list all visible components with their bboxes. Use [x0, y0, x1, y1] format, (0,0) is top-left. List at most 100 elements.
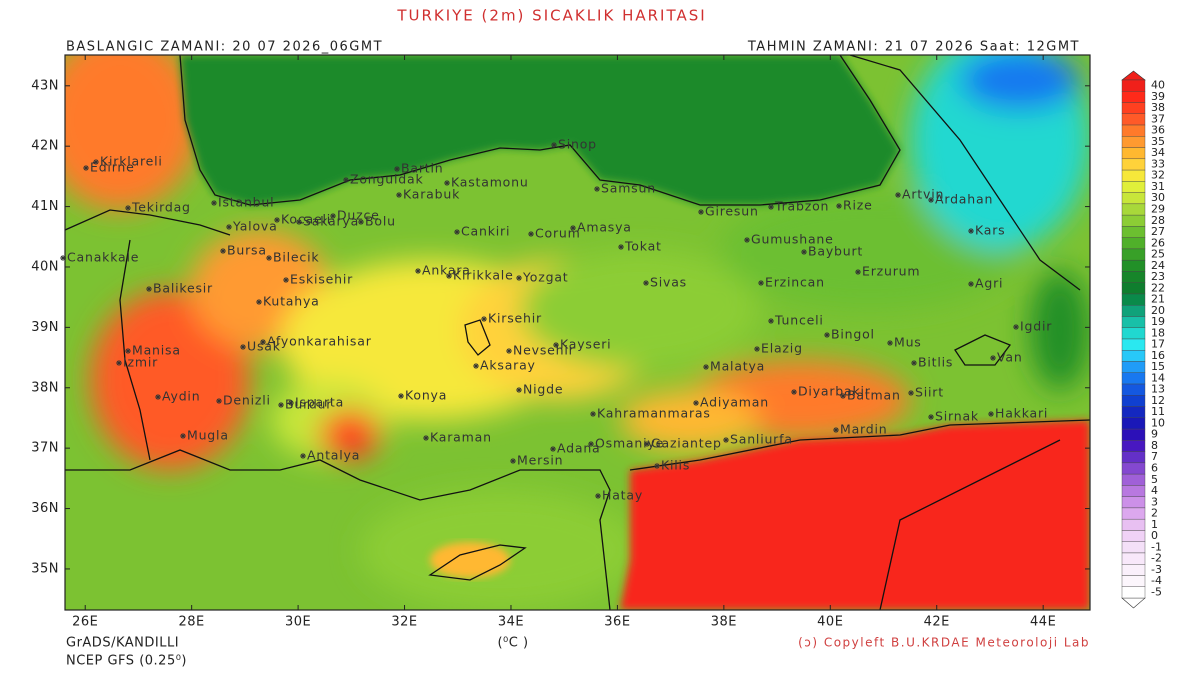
city-marker [754, 346, 760, 352]
colorbar-swatch [1121, 293, 1146, 306]
city-marker [744, 237, 750, 243]
city-label: Hatay [602, 488, 643, 503]
city-marker [693, 400, 699, 406]
colorbar-label: 4 [1151, 484, 1158, 497]
city-marker [116, 360, 122, 366]
city-label: Bingol [831, 327, 875, 342]
x-tick-label: 26E [72, 615, 98, 630]
colorbar-label: 11 [1151, 405, 1165, 418]
colorbar-swatch [1121, 248, 1146, 261]
city-marker [220, 248, 226, 254]
city-label: Afyonkarahisar [267, 334, 372, 349]
city-label: Bartin [401, 161, 443, 176]
colorbar-label: 37 [1151, 112, 1165, 125]
x-tick-label: 38E [711, 615, 737, 630]
city-label: Elazig [761, 341, 803, 356]
colorbar-swatch [1121, 214, 1146, 227]
city-marker [698, 209, 704, 215]
city-label: Gumushane [751, 232, 834, 247]
colorbar-swatch [1121, 350, 1146, 362]
city-label: Karaman [430, 430, 492, 445]
city-label: Kilis [661, 458, 690, 473]
colorbar-label: 27 [1151, 225, 1165, 238]
colorbar-label: 8 [1151, 439, 1158, 452]
colorbar-swatch [1121, 282, 1146, 295]
city-label: Mardin [840, 422, 888, 437]
colorbar-label: 16 [1151, 349, 1165, 362]
city-label: Konya [405, 388, 447, 403]
colorbar-swatch [1121, 383, 1146, 396]
colorbar-swatch [1121, 316, 1146, 328]
colorbar-label: 36 [1151, 124, 1165, 137]
city-marker [833, 427, 839, 433]
city-label: Mersin [517, 453, 563, 468]
x-tick-label: 28E [179, 615, 205, 630]
colorbar-swatch [1121, 473, 1146, 486]
city-label: Duzce [337, 208, 380, 223]
city-label: Eskisehir [290, 272, 353, 287]
city-label: Batman [847, 388, 901, 403]
city-label: Bitlis [918, 355, 953, 370]
colorbar-label: 30 [1151, 191, 1165, 204]
city-marker [415, 268, 421, 274]
x-tick-label: 34E [498, 615, 524, 630]
x-tick-label: 32E [391, 615, 417, 630]
city-marker [516, 387, 522, 393]
city-label: Gaziantep [651, 436, 722, 451]
colorbar-label: -5 [1151, 585, 1162, 598]
city-marker [968, 281, 974, 287]
city-marker [928, 197, 934, 203]
city-marker [908, 390, 914, 396]
colorbar-swatch [1121, 552, 1146, 565]
colorbar-swatch [1121, 417, 1146, 430]
city-marker [266, 255, 272, 261]
colorbar-label: 23 [1151, 270, 1165, 283]
colorbar-label: 17 [1151, 338, 1165, 351]
city-marker [840, 393, 846, 399]
colorbar-swatch [1121, 147, 1146, 160]
city-label: Nigde [523, 382, 563, 397]
software-label: GrADS/KANDILLI [66, 636, 179, 651]
y-tick-label: 36N [31, 501, 59, 516]
colorbar-label: 21 [1151, 293, 1165, 306]
colorbar-swatch [1121, 586, 1146, 599]
colorbar-label: 0 [1151, 529, 1158, 542]
city-marker [643, 280, 649, 286]
city-marker [988, 411, 994, 417]
city-marker [595, 493, 601, 499]
city-label: Kirsehir [488, 311, 542, 326]
colorbar-swatch [1121, 496, 1146, 509]
city-marker [570, 225, 576, 231]
city-marker [791, 389, 797, 395]
colorbar-label: 9 [1151, 428, 1158, 441]
city-label: Giresun [705, 204, 759, 219]
city-marker [590, 411, 596, 417]
city-marker [506, 348, 512, 354]
colorbar-label: 25 [1151, 248, 1165, 261]
colorbar-swatch [1121, 428, 1146, 441]
city-marker [528, 231, 534, 237]
colorbar-label: 18 [1151, 326, 1165, 339]
y-tick-label: 43N [31, 78, 59, 93]
city-marker [550, 446, 556, 452]
colorbar-swatch [1121, 338, 1146, 351]
colorbar-label: 5 [1151, 473, 1158, 486]
y-tick-label: 39N [31, 320, 59, 335]
colorbar-label: 31 [1151, 180, 1165, 193]
colorbar-label: 15 [1151, 360, 1165, 373]
colorbar-label: 3 [1151, 495, 1158, 508]
city-marker [928, 414, 934, 420]
colorbar-label: 28 [1151, 214, 1165, 227]
city-label: Kars [975, 223, 1006, 238]
colorbar-swatch [1121, 395, 1146, 407]
colorbar-label: 40 [1151, 79, 1165, 92]
city-label: Kastamonu [451, 175, 529, 190]
city-marker [180, 433, 186, 439]
city-marker [146, 286, 152, 292]
city-label: Bursa [227, 243, 267, 258]
colorbar-label: 34 [1151, 146, 1165, 159]
city-label: Malatya [710, 359, 765, 374]
city-label: Adiyaman [700, 395, 769, 410]
city-marker [911, 360, 917, 366]
city-marker [618, 244, 624, 250]
